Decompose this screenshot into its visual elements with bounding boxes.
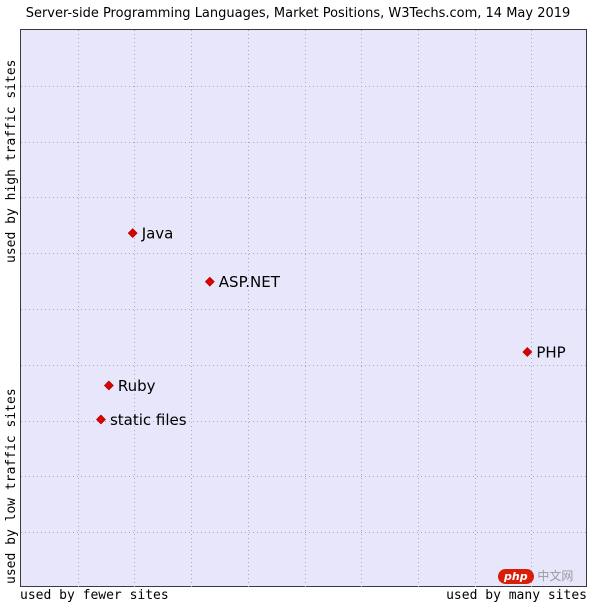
data-point-label: Java: [141, 225, 174, 243]
data-point-marker: [103, 380, 114, 391]
x-axis-label-left: used by fewer sites: [20, 588, 169, 603]
data-point-label: ASP.NET: [219, 273, 281, 291]
y-axis-label-bottom: used by low traffic sites: [4, 388, 19, 584]
data-point-label: static files: [110, 411, 187, 429]
x-axis-label-right: used by many sites: [446, 588, 587, 603]
watermark-badge: php: [498, 569, 534, 584]
watermark-text: 中文网: [537, 569, 574, 583]
data-point-label: Ruby: [118, 377, 156, 395]
data-point-marker: [522, 347, 533, 357]
data-point-label: PHP: [536, 343, 565, 361]
scatter-plot: Java ASP.NET PHP Ruby static files: [21, 30, 588, 588]
y-axis-label-top: used by high traffic sites: [4, 59, 19, 264]
data-point-marker: [96, 414, 106, 425]
data-point-marker: [127, 228, 138, 239]
chart-title: Server-side Programming Languages, Marke…: [25, 6, 571, 21]
data-point-marker: [204, 276, 215, 287]
plot-area: Java ASP.NET PHP Ruby static files: [20, 29, 588, 588]
watermark: php 中文网: [498, 567, 592, 587]
